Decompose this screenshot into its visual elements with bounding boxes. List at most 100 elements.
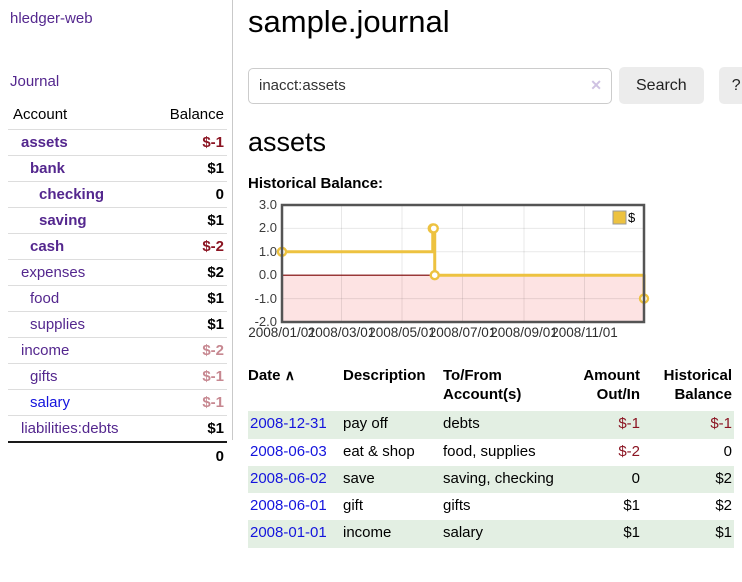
account-link-food[interactable]: food [30,290,60,307]
transaction-description: save [343,469,375,487]
page-title: sample.journal [248,4,450,39]
accounts-table: Account Balance assets $-1 bank $1 checking 0… [8,102,227,469]
account-balance: $-2 [148,337,227,364]
sort-asc-icon: ∧ [284,367,295,383]
register-table: Date ∧ Description To/From Account(s) Am… [248,364,734,548]
transaction-date-link[interactable]: 2008-06-02 [250,469,327,487]
transaction-description: pay off [343,415,388,433]
accounts-header-account: Account [13,106,68,123]
account-balance: $-1 [148,129,227,156]
transaction-amount: $-1 [618,415,640,433]
transaction-date-cell: 2008-12-31 [248,411,343,438]
account-row: assets $-1 [8,129,227,156]
account-row: bank $1 [8,155,227,182]
register-header-balance: Historical Balance [663,367,732,404]
accounts-total-spacer [8,441,149,469]
transaction-date-cell: 2008-06-02 [248,466,343,493]
account-balance: $1 [148,311,227,338]
account-link-checking[interactable]: checking [39,186,105,203]
account-link-cash[interactable]: cash [30,238,65,255]
search-help-button[interactable]: ? [718,67,742,104]
x-tick-label: 2008/09/01 [490,325,558,340]
accounts-total-row: 0 [8,441,227,469]
transaction-accounts: gifts [443,497,471,515]
sort-by-date-link[interactable]: Date ∧ [248,367,295,384]
search-box: ✕ [248,67,612,104]
y-tick-label: 3.0 [258,197,277,212]
register-header-row: Date ∧ Description To/From Account(s) Am… [248,364,734,411]
account-name-cell: expenses [8,259,149,286]
chart-title: Historical Balance: [248,175,384,192]
account-name-cell: cash [8,233,149,260]
legend-swatch [612,210,627,225]
transaction-description: eat & shop [343,442,415,460]
data-point-marker [428,223,439,234]
transaction-accounts: food, supplies [443,442,536,460]
sidebar-item-journal[interactable]: Journal [10,73,60,90]
register-header-description: Description [343,367,426,384]
account-balance: $-1 [148,363,227,390]
sidebar-divider [232,0,233,440]
transaction-date-link[interactable]: 2008-06-03 [250,442,327,460]
negative-region [282,275,644,322]
account-row: supplies $1 [8,311,227,338]
x-tick-label: 2008/11/01 [551,325,618,340]
account-name-cell: assets [8,129,149,156]
account-name-cell: checking [8,181,149,208]
account-name-cell: salary [8,389,149,416]
transaction-accounts: debts [443,415,480,433]
transaction-amount: $1 [623,497,640,515]
account-row: income $-2 [8,337,227,364]
clear-search-icon[interactable]: ✕ [590,76,602,93]
account-balance: $1 [148,155,227,182]
register-header-date: Date [248,367,281,384]
transaction-date-link[interactable]: 2008-01-01 [250,524,327,542]
transaction-date-link[interactable]: 2008-06-01 [250,497,327,515]
register-header-accounts: To/From Account(s) [443,367,522,404]
search-input[interactable] [248,67,612,104]
account-link-assets[interactable]: assets [21,134,68,151]
account-row: cash $-2 [8,233,227,260]
account-row: checking 0 [8,181,227,208]
account-row: salary $-1 [8,389,227,416]
account-row: expenses $2 [8,259,227,286]
account-balance: $1 [148,285,227,312]
transaction-date-link[interactable]: 2008-12-31 [250,415,327,433]
account-name-cell: gifts [8,363,149,390]
account-link-income[interactable]: income [21,342,70,359]
transaction-amount: 0 [631,469,640,487]
account-link-salary[interactable]: salary [30,394,71,411]
transaction-row: 2008-06-02 save saving, checking 0 $2 [248,465,734,494]
search-button[interactable]: Search [619,67,704,104]
data-point-marker [429,269,440,281]
account-link-liabilities-debts[interactable]: liabilities:debts [21,420,119,437]
account-link-supplies[interactable]: supplies [30,316,86,333]
transaction-accounts: saving, checking [443,469,554,487]
account-balance: $-1 [148,389,227,416]
transaction-amount: $-2 [618,442,640,460]
account-balance: $2 [148,259,227,286]
transaction-accounts: salary [443,524,484,542]
transaction-row: 2008-06-03 eat & shop food, supplies $-2 0 [248,439,734,466]
register-header-amount: Amount Out/In [583,367,640,404]
account-name-cell: supplies [8,311,149,338]
transaction-balance: $-1 [710,415,732,433]
account-link-saving[interactable]: saving [39,212,87,229]
account-link-expenses[interactable]: expenses [21,264,86,281]
transaction-amount: $1 [623,524,640,542]
account-name-cell: food [8,285,149,312]
account-row: gifts $-1 [8,363,227,390]
account-link-gifts[interactable]: gifts [30,368,58,385]
x-tick-label: 2008/05/01 [368,325,436,340]
accounts-total-value: 0 [148,441,227,469]
transaction-date-cell: 2008-06-03 [248,439,343,466]
account-heading: assets [248,127,327,157]
transaction-row: 2008-01-01 income salary $1 $1 [248,520,734,548]
historical-balance-chart: $3.0 2.0 1.0 0.0 -1.0 -2.0 2008/01/01 2008/03/0… [248,197,678,351]
transaction-row: 2008-12-31 pay off debts $-1 $-1 [248,411,734,439]
app-brand-link[interactable]: hledger-web [10,10,93,27]
account-name-cell: bank [8,155,149,182]
sidebar: hledger-web Journal Account Balance asse… [0,0,233,548]
account-link-bank[interactable]: bank [30,160,66,177]
account-balance: 0 [148,181,227,208]
